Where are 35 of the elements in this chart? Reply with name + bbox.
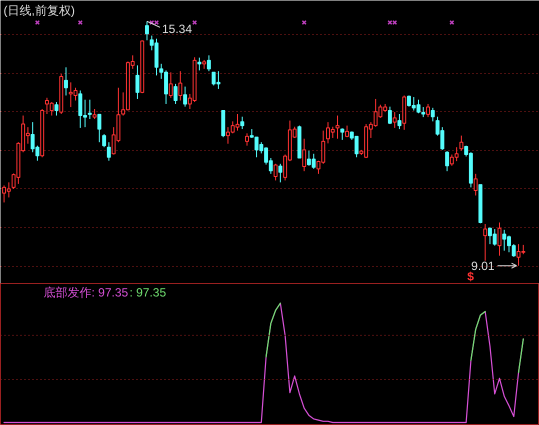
candlestick xyxy=(145,20,149,41)
annotation: 15.34 xyxy=(162,22,192,36)
candlestick xyxy=(168,72,173,98)
candlestick xyxy=(245,132,249,146)
candlestick xyxy=(388,106,392,125)
candlestick xyxy=(445,150,450,172)
candlestick xyxy=(392,112,397,128)
candlestick xyxy=(97,114,102,143)
chart-title: (日线,前复权) xyxy=(4,4,75,18)
candlestick xyxy=(336,115,340,140)
candlestick xyxy=(183,86,188,108)
candlestick xyxy=(206,54,211,72)
candlestick xyxy=(278,163,282,183)
candlestick xyxy=(106,142,111,162)
candlestick xyxy=(430,107,435,122)
candlestick xyxy=(274,163,278,181)
candlestick xyxy=(498,222,502,256)
text: 底部发作: 97.35 xyxy=(44,286,129,300)
candlestick xyxy=(92,108,97,120)
candlestick xyxy=(397,114,402,130)
candlestick xyxy=(483,224,488,262)
candlestick xyxy=(135,64,140,100)
candlestick xyxy=(174,83,178,104)
candlestick xyxy=(102,134,106,148)
candlestick xyxy=(178,70,182,101)
candlestick xyxy=(54,102,58,116)
candlestick xyxy=(426,103,430,118)
candlestick xyxy=(64,66,68,96)
candlestick xyxy=(197,57,202,71)
text: : 97.35 xyxy=(129,286,166,300)
candlestick xyxy=(302,138,306,172)
candlestick xyxy=(240,116,244,130)
candlestick xyxy=(88,99,92,120)
candlestick xyxy=(459,135,464,152)
candlestick xyxy=(474,173,478,196)
